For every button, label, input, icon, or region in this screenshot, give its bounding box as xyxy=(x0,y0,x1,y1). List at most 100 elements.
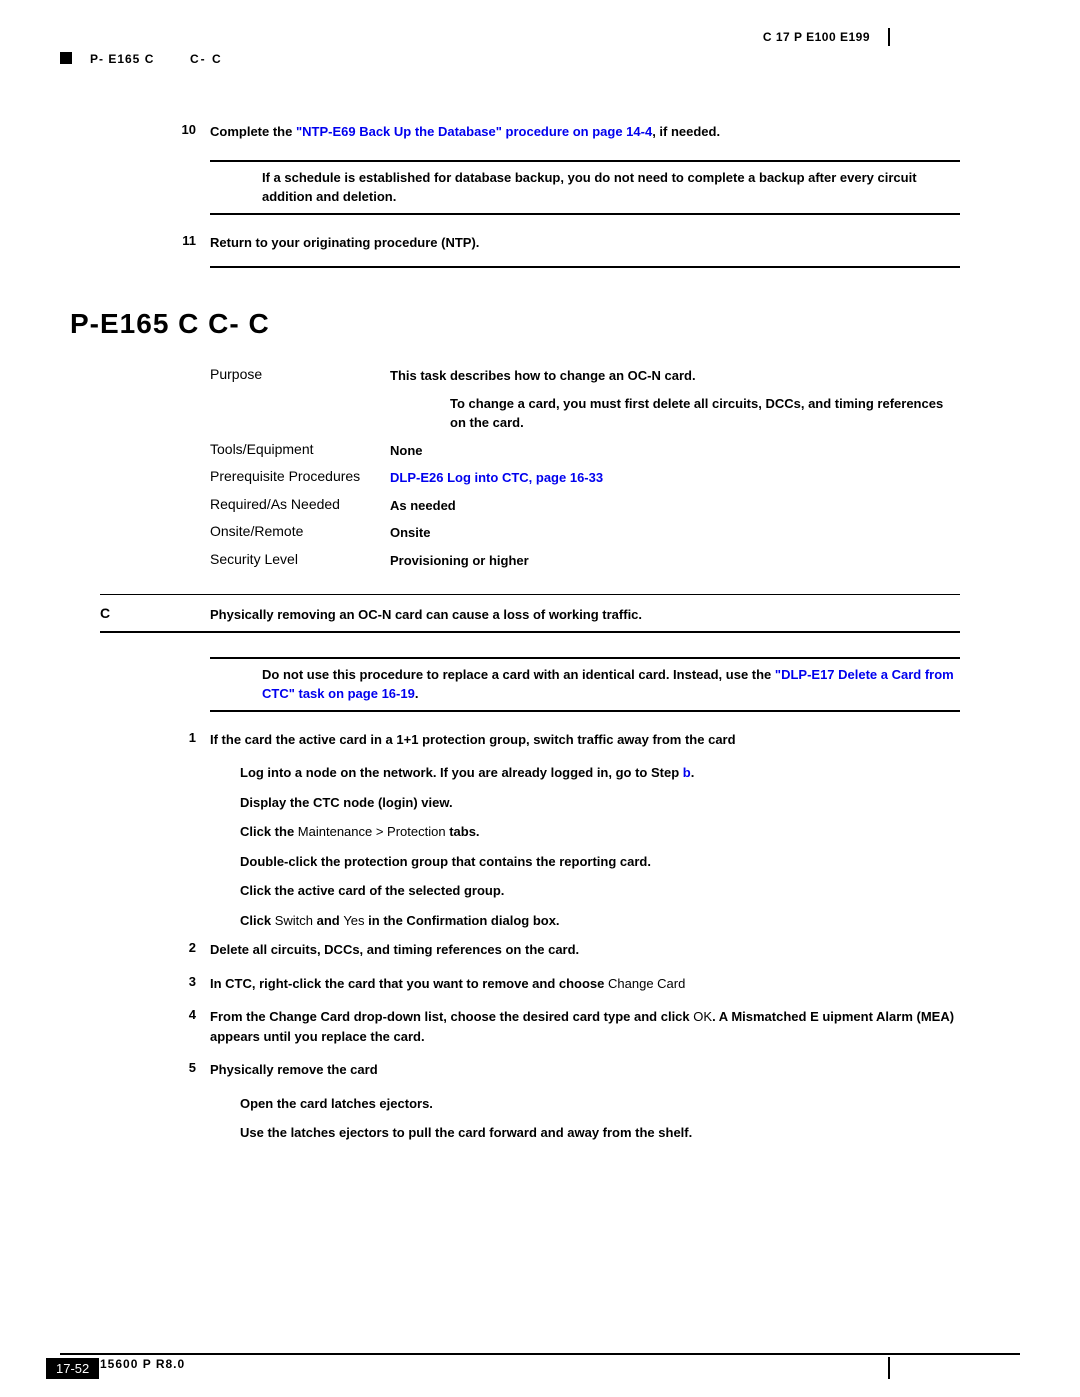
text: Log into a node on the network. If you a… xyxy=(240,765,683,780)
step-text: Physically remove the card xyxy=(210,1060,960,1080)
text: This task describes how to change an OC-… xyxy=(390,368,696,383)
spec-row: Prerequisite Procedures DLP-E26 Log into… xyxy=(210,468,960,488)
step-row: 4 From the Change Card drop-down list, c… xyxy=(170,1007,960,1046)
header-proc-sub: C- C xyxy=(190,52,223,66)
step-text: Return to your originating procedure (NT… xyxy=(210,233,960,253)
spec-value: This task describes how to change an OC-… xyxy=(390,366,960,386)
step-row: 11 Return to your originating procedure … xyxy=(170,233,960,253)
spec-value: None xyxy=(390,441,960,461)
ui-label: Change Card xyxy=(608,976,685,991)
text: Click xyxy=(240,913,275,928)
spec-row: Onsite/Remote Onsite xyxy=(210,523,960,543)
step-row: 3 In CTC, right-click the card that you … xyxy=(170,974,960,994)
text: . xyxy=(415,686,419,701)
text: Do not use this procedure to replace a c… xyxy=(262,667,775,682)
header-square-icon xyxy=(60,52,72,64)
step-row: 1 If the card the active card in a 1+1 p… xyxy=(170,730,960,750)
spec-row: Required/As Needed As needed xyxy=(210,496,960,516)
caution-block: C Physically removing an OC-N card can c… xyxy=(100,605,960,625)
spec-row: Security Level Provisioning or higher xyxy=(210,551,960,571)
rule xyxy=(210,213,960,215)
spec-value: Onsite xyxy=(390,523,960,543)
step-text: From the Change Card drop-down list, cho… xyxy=(210,1007,960,1046)
note-text: If a schedule is established for databas… xyxy=(262,168,960,207)
spec-row: Purpose This task describes how to chang… xyxy=(210,366,960,386)
footer-rule-right xyxy=(888,1357,890,1379)
content-area: 10 Complete the "NTP-E69 Back Up the Dat… xyxy=(170,122,960,1143)
text: Complete the xyxy=(210,124,296,139)
header-rule-right xyxy=(888,28,890,46)
spec-value: Provisioning or higher xyxy=(390,551,960,571)
step-number: 2 xyxy=(170,940,210,960)
rule xyxy=(210,710,960,712)
substep: Click Switch and Yes in the Confirmation… xyxy=(240,911,960,931)
note-row: If a schedule is established for databas… xyxy=(210,168,960,207)
ui-path: Maintenance > Protection xyxy=(298,824,446,839)
spec-value: As needed xyxy=(390,496,960,516)
substep: Display the CTC node (login) view. xyxy=(240,793,960,813)
substep: Open the card latches ejectors. xyxy=(240,1094,960,1114)
rule xyxy=(100,631,960,633)
step-number: 1 xyxy=(170,730,210,750)
step-row: 2 Delete all circuits, DCCs, and timing … xyxy=(170,940,960,960)
step-number: 5 xyxy=(170,1060,210,1080)
xref-link[interactable]: "NTP-E69 Back Up the Database" procedure… xyxy=(296,124,652,139)
rule xyxy=(210,160,960,162)
step-row: 5 Physically remove the card xyxy=(170,1060,960,1080)
note-row: Do not use this procedure to replace a c… xyxy=(210,665,960,704)
step-text: In CTC, right-click the card that you wa… xyxy=(210,974,960,994)
rule xyxy=(210,657,960,659)
ui-label: OK xyxy=(693,1009,712,1024)
footer-rule xyxy=(60,1353,1020,1355)
step-number: 3 xyxy=(170,974,210,994)
text: From the Change Card drop-down list, cho… xyxy=(210,1009,693,1024)
text: In CTC, right-click the card that you wa… xyxy=(210,976,608,991)
footer-doc-title: C 15600 P R8.0 xyxy=(86,1357,185,1371)
step-number: 11 xyxy=(170,233,210,253)
footer-row: C 15600 P R8.0 xyxy=(60,1357,1020,1371)
step-text: If the card the active card in a 1+1 pro… xyxy=(210,730,960,750)
ui-label: Yes xyxy=(343,913,364,928)
substep: Click the active card of the selected gr… xyxy=(240,881,960,901)
spec-key: Onsite/Remote xyxy=(210,523,390,539)
xref-link[interactable]: DLP-E26 Log into CTC, page 16-33 xyxy=(390,470,603,485)
spec-key: Prerequisite Procedures xyxy=(210,468,390,484)
step-number: 4 xyxy=(170,1007,210,1046)
text: and xyxy=(313,913,343,928)
page-number: 17-52 xyxy=(46,1358,99,1379)
note-block: Do not use this procedure to replace a c… xyxy=(210,657,960,712)
text: tabs. xyxy=(446,824,480,839)
step-number: 10 xyxy=(170,122,210,142)
spec-key: Tools/Equipment xyxy=(210,441,390,457)
spec-row: To change a card, you must first delete … xyxy=(210,394,960,433)
page: C 17 P E100 E199 P- E165 C C- C 10 Compl… xyxy=(0,0,1080,1397)
text: in the Confirmation dialog box. xyxy=(365,913,560,928)
page-header: C 17 P E100 E199 P- E165 C C- C xyxy=(70,30,1020,62)
substep: Use the latches ejectors to pull the car… xyxy=(240,1123,960,1143)
header-proc-code: P- E165 C xyxy=(90,52,154,66)
spec-key: Required/As Needed xyxy=(210,496,390,512)
caution-text: Physically removing an OC-N card can cau… xyxy=(210,605,960,625)
text: Click the xyxy=(240,824,298,839)
caution-label: C xyxy=(100,605,210,621)
xref-link[interactable]: b xyxy=(683,765,691,780)
header-chapter-ref: C 17 P E100 E199 xyxy=(763,30,870,44)
spec-key: Purpose xyxy=(210,366,390,382)
substep: Log into a node on the network. If you a… xyxy=(240,763,960,783)
step-text: Delete all circuits, DCCs, and timing re… xyxy=(210,940,960,960)
text: . xyxy=(691,765,695,780)
procedure-end-rule xyxy=(210,266,960,268)
section-title: P-E165 C C- C xyxy=(70,308,960,340)
substep: Double-click the protection group that c… xyxy=(240,852,960,872)
spec-value: DLP-E26 Log into CTC, page 16-33 xyxy=(390,468,960,488)
spec-table: Purpose This task describes how to chang… xyxy=(210,366,960,570)
step-row: 10 Complete the "NTP-E69 Back Up the Dat… xyxy=(170,122,960,142)
rule xyxy=(100,594,960,595)
ui-label: Switch xyxy=(275,913,313,928)
note-block: If a schedule is established for databas… xyxy=(210,160,960,215)
page-footer: C 15600 P R8.0 17-52 xyxy=(60,1353,1020,1371)
note-text: Do not use this procedure to replace a c… xyxy=(262,665,960,704)
spec-note: To change a card, you must first delete … xyxy=(390,394,960,433)
substep: Click the Maintenance > Protection tabs. xyxy=(240,822,960,842)
text: , if needed. xyxy=(652,124,720,139)
